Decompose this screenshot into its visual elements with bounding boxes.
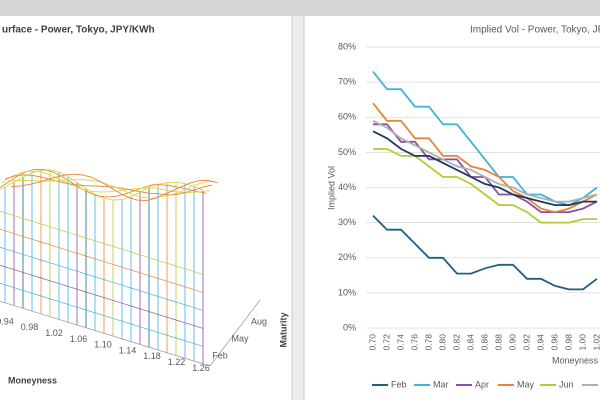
maturity-label: May — [231, 333, 249, 343]
series-line — [372, 214, 598, 291]
x-tick-label: 0.90 — [507, 334, 517, 351]
top-bar — [0, 0, 600, 16]
mesh-ridge — [1, 170, 210, 193]
legend-label: Jun — [559, 379, 574, 389]
x-tick-label: 1.26 — [192, 363, 210, 373]
x-tick-label: 0.70 — [367, 334, 377, 351]
series-line — [372, 119, 598, 203]
floor-edge — [0, 299, 261, 367]
series-line — [373, 147, 597, 224]
surface-chart: urface - Power, Tokyo, JPY/KWh Moneyness… — [0, 25, 288, 385]
x-tick-label: 1.00 — [577, 334, 587, 351]
x-tick-label: 0.94 — [0, 316, 14, 326]
x-axis-label: Moneyness — [552, 355, 599, 365]
x-tick-label: 0.78 — [423, 334, 433, 351]
legend-label: Feb — [391, 379, 407, 389]
legend-label: May — [517, 379, 535, 389]
x-tick-label: 0.86 — [479, 334, 489, 351]
y-axis-label: Implied Vol — [326, 166, 336, 210]
x-axis-label: Moneyness — [8, 375, 57, 385]
chart-title: urface - Power, Tokyo, JPY/KWh — [2, 25, 155, 36]
y-tick-label: 80% — [338, 41, 356, 51]
mesh-contour — [0, 264, 204, 329]
y-tick-label: 50% — [338, 147, 356, 157]
y-tick-label: 30% — [338, 217, 356, 227]
x-tick-label: 0.88 — [493, 334, 503, 351]
series-line — [372, 102, 598, 214]
x-tick-label: 1.22 — [168, 357, 186, 367]
y-tick-label: 0% — [343, 322, 356, 332]
x-tick-label: 1.02 — [45, 328, 63, 338]
mesh-contour — [0, 228, 204, 293]
x-tick-label: 1.10 — [94, 340, 112, 350]
x-tick-label: 1.02 — [591, 334, 600, 351]
legend-label: Mar — [433, 379, 449, 389]
x-tick-label: 0.98 — [21, 322, 39, 332]
maturity-label: Aug — [251, 316, 267, 326]
x-tick-label: 0.76 — [409, 334, 419, 351]
line-chart: Implied Vol - Power, Tokyo, JPY Implied … — [326, 25, 600, 389]
mesh-contour — [0, 282, 204, 347]
x-tick-label: 1.18 — [143, 351, 161, 361]
x-tick-label: 0.72 — [381, 334, 391, 351]
y-tick-label: 70% — [338, 77, 356, 87]
series-line — [373, 123, 598, 214]
x-tick-label: 0.80 — [437, 334, 447, 351]
x-tick-label: 0.74 — [395, 334, 405, 351]
chart-title: Implied Vol - Power, Tokyo, JPY — [470, 25, 600, 36]
mesh-ridge — [0, 169, 204, 201]
y-tick-label: 10% — [338, 287, 356, 297]
surface-mesh — [0, 168, 261, 367]
x-tick-label: 0.96 — [549, 334, 559, 351]
mesh-contour — [0, 246, 204, 311]
x-tick-label: 0.98 — [563, 334, 573, 351]
y-tick-label: 60% — [338, 112, 356, 122]
x-tick-label: 0.84 — [465, 334, 475, 351]
legend-label: Apr — [475, 379, 489, 389]
series-line — [372, 130, 597, 207]
maturity-label: Feb — [212, 350, 228, 360]
panel-gap — [292, 16, 304, 400]
x-tick-label: 1.06 — [70, 334, 88, 344]
y-tick-label: 20% — [338, 252, 356, 262]
x-tick-label: 0.82 — [451, 334, 461, 351]
x-tick-label: 1.14 — [119, 345, 137, 355]
x-tick-label: 0.94 — [535, 334, 545, 351]
x-tick-label: 0.92 — [521, 334, 531, 351]
series-line — [372, 71, 598, 207]
mesh-ridge — [10, 173, 219, 202]
mesh-ridge — [0, 168, 207, 198]
y-tick-label: 40% — [338, 182, 356, 192]
y-axis-label: Maturity — [278, 312, 288, 347]
mesh-contour — [0, 210, 204, 275]
